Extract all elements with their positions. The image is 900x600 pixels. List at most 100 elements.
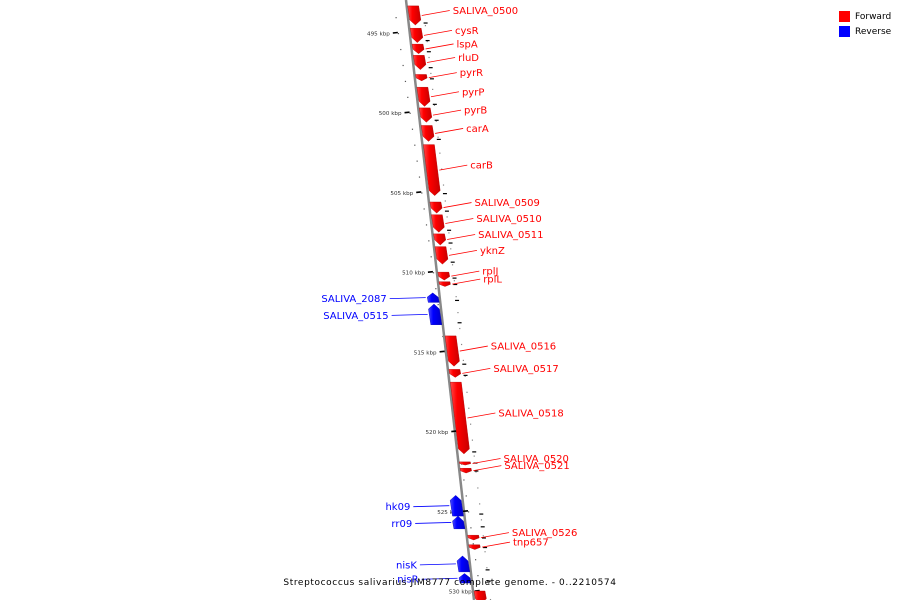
gene-arrow[interactable] bbox=[458, 573, 472, 584]
gene-label[interactable]: pyrR bbox=[460, 68, 483, 79]
right-dot bbox=[457, 312, 459, 314]
right-dot bbox=[462, 359, 464, 362]
gene-arrow[interactable] bbox=[459, 468, 472, 474]
gene-label[interactable]: yknZ bbox=[480, 246, 505, 257]
right-dot bbox=[466, 391, 468, 393]
gene-arrow[interactable] bbox=[456, 555, 471, 573]
gene-label[interactable]: cysR bbox=[455, 26, 479, 37]
gene-label[interactable]: SALIVA_0518 bbox=[498, 409, 563, 420]
gene-label[interactable]: hk09 bbox=[385, 502, 410, 513]
gene-leader-line bbox=[467, 412, 496, 419]
minor-tick-dot bbox=[395, 17, 397, 19]
gene-arrow[interactable] bbox=[426, 292, 440, 303]
gene-arrow[interactable] bbox=[407, 5, 422, 26]
gene-label[interactable]: SALIVA_0510 bbox=[476, 214, 541, 225]
gene-label[interactable]: SALIVA_0500 bbox=[453, 6, 518, 17]
gene-label[interactable]: pyrB bbox=[464, 106, 487, 117]
gene-leader-line bbox=[427, 57, 456, 63]
gene-label[interactable]: SALIVA_0517 bbox=[493, 364, 558, 375]
gene-leader-line bbox=[439, 164, 468, 171]
gene-label[interactable]: lspA bbox=[457, 39, 478, 50]
gene-leader-line bbox=[451, 270, 480, 277]
right-dot bbox=[473, 455, 475, 457]
gene-arrow[interactable] bbox=[431, 214, 445, 233]
gene-arrow[interactable] bbox=[450, 381, 470, 455]
gene-arrow[interactable] bbox=[444, 335, 460, 367]
gene-arrow[interactable] bbox=[452, 515, 466, 530]
tick-label: 495 kbp bbox=[367, 32, 390, 38]
gene-label[interactable]: rplL bbox=[483, 275, 502, 286]
tick-label: 530 kbp bbox=[449, 590, 472, 596]
minor-tick-dot bbox=[407, 96, 409, 98]
gene-label[interactable]: SALIVA_0526 bbox=[512, 528, 577, 539]
gene-arrow[interactable] bbox=[409, 28, 424, 43]
gene-label[interactable]: nisR bbox=[397, 575, 418, 586]
gene-label[interactable]: SALIVA_0509 bbox=[475, 198, 540, 209]
legend-label-reverse: Reverse bbox=[855, 26, 892, 37]
gene-arrow[interactable] bbox=[429, 201, 443, 214]
gene-leader-line bbox=[432, 109, 462, 116]
gene-label[interactable]: nisK bbox=[396, 560, 417, 571]
gene-arrow[interactable] bbox=[423, 144, 441, 196]
right-dot bbox=[450, 248, 452, 250]
gene-leader-line bbox=[462, 367, 491, 374]
gene-arrow[interactable] bbox=[415, 74, 428, 82]
minor-tick-dot bbox=[437, 304, 439, 306]
gene-arrow[interactable] bbox=[428, 303, 443, 325]
minor-tick-dot bbox=[470, 527, 472, 529]
gene-label[interactable]: rr09 bbox=[391, 519, 412, 530]
gene-leader-line bbox=[430, 91, 460, 98]
gene-arrow[interactable] bbox=[467, 535, 480, 541]
right-dot bbox=[479, 503, 481, 505]
legend: Forward Reverse bbox=[839, 9, 891, 39]
major-tick bbox=[439, 350, 445, 353]
tick-label: 525 kbp bbox=[437, 510, 460, 516]
gene-label[interactable]: tnp657 bbox=[513, 538, 549, 549]
right-dot bbox=[470, 423, 472, 425]
gene-leader-line bbox=[445, 218, 474, 224]
gene-arrow[interactable] bbox=[411, 43, 425, 54]
gene-label[interactable]: SALIVA_0520 bbox=[504, 454, 569, 465]
gene-arrow[interactable] bbox=[459, 461, 471, 466]
gene-leader-line bbox=[421, 10, 450, 16]
minor-tick-dot bbox=[411, 128, 414, 130]
right-dot bbox=[464, 375, 466, 377]
gene-label[interactable]: SALIVA_2087 bbox=[321, 294, 386, 305]
gene-label[interactable]: SALIVA_0521 bbox=[504, 461, 569, 472]
right-dot bbox=[489, 598, 492, 600]
gene-arrow[interactable] bbox=[473, 590, 487, 600]
right-dot bbox=[480, 519, 483, 521]
gene-label[interactable]: SALIVA_0515 bbox=[323, 311, 388, 322]
gene-arrow[interactable] bbox=[437, 271, 450, 281]
gene-arrow[interactable] bbox=[438, 281, 451, 287]
gene-arrow[interactable] bbox=[418, 107, 433, 123]
minor-tick-dot bbox=[421, 192, 423, 194]
gene-arrow[interactable] bbox=[448, 369, 461, 378]
gene-leader-line bbox=[459, 345, 488, 352]
gene-label[interactable]: rluD bbox=[458, 53, 479, 64]
gene-label[interactable]: rplJ bbox=[482, 267, 498, 278]
gene-label[interactable]: pyrP bbox=[462, 87, 484, 98]
gene-label[interactable]: carA bbox=[466, 124, 489, 135]
gene-arrow[interactable] bbox=[420, 125, 435, 142]
minor-tick-dot bbox=[465, 495, 467, 497]
right-dot bbox=[439, 152, 441, 154]
gene-leader-line bbox=[389, 297, 426, 300]
gene-label[interactable]: carB bbox=[470, 161, 493, 172]
gene-arrow[interactable] bbox=[434, 246, 449, 265]
minor-tick-dot bbox=[416, 160, 418, 162]
minor-tick-dot bbox=[477, 575, 479, 577]
gene-label[interactable]: SALIVA_0516 bbox=[491, 342, 556, 353]
minor-tick-dot bbox=[423, 208, 425, 210]
right-dot bbox=[486, 567, 488, 569]
gene-arrow[interactable] bbox=[433, 233, 446, 246]
gene-label[interactable]: SALIVA_0511 bbox=[478, 230, 543, 241]
gene-leader-line bbox=[425, 43, 454, 50]
right-dot bbox=[428, 56, 430, 59]
gene-arrow[interactable] bbox=[413, 55, 427, 70]
gene-leader-line bbox=[435, 128, 464, 134]
gene-arrow[interactable] bbox=[468, 544, 481, 550]
minor-tick-dot bbox=[432, 272, 435, 274]
gene-arrow[interactable] bbox=[416, 87, 431, 107]
right-dot bbox=[430, 72, 432, 75]
